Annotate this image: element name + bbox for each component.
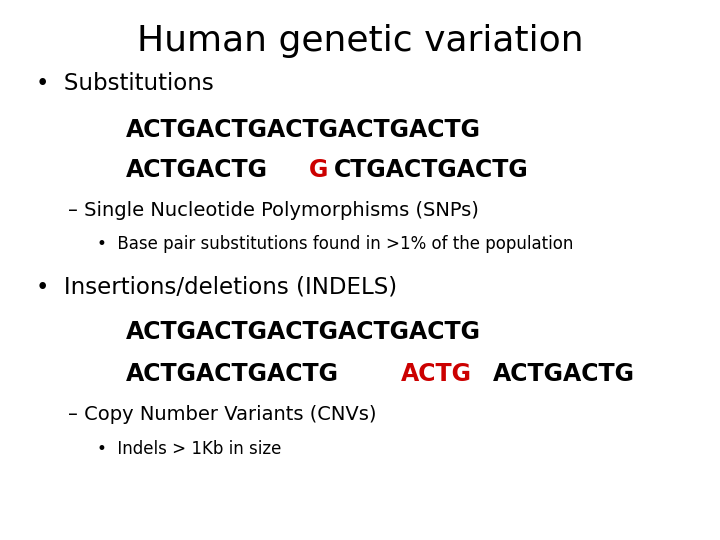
Text: ACTGACTG: ACTGACTG [492, 362, 634, 386]
Text: ACTGACTGACTGACTGACTG: ACTGACTGACTGACTGACTG [126, 320, 481, 344]
Text: Human genetic variation: Human genetic variation [137, 24, 583, 58]
Text: ACTGACTGACTGACTGACTG: ACTGACTGACTGACTGACTG [126, 118, 481, 141]
Text: •  Indels > 1Kb in size: • Indels > 1Kb in size [97, 440, 282, 458]
Text: – Single Nucleotide Polymorphisms (SNPs): – Single Nucleotide Polymorphisms (SNPs) [68, 201, 480, 220]
Text: G: G [309, 158, 328, 182]
Text: ACTG: ACTG [401, 362, 472, 386]
Text: •  Base pair substitutions found in >1% of the population: • Base pair substitutions found in >1% o… [97, 235, 574, 253]
Text: ACTGACTG: ACTGACTG [126, 158, 268, 182]
Text: CTGACTGACTG: CTGACTGACTG [334, 158, 529, 182]
Text: •  Substitutions: • Substitutions [36, 72, 214, 95]
Text: ACTGACTGACTG: ACTGACTGACTG [126, 362, 339, 386]
Text: •  Insertions/deletions (INDELS): • Insertions/deletions (INDELS) [36, 276, 397, 299]
Text: – Copy Number Variants (CNVs): – Copy Number Variants (CNVs) [68, 404, 377, 424]
